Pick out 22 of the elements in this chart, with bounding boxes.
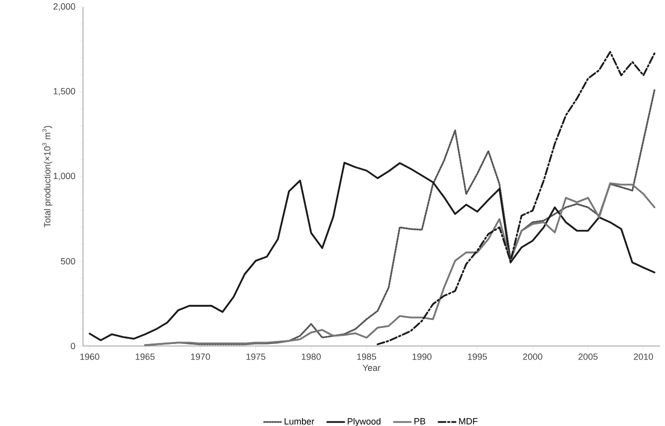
legend-label: Plywood bbox=[348, 418, 380, 426]
x-tick-label: 2005 bbox=[578, 354, 598, 360]
x-axis-title: Year bbox=[362, 364, 380, 371]
x-tick-label: 1975 bbox=[246, 354, 266, 360]
y-tick-label: 1,000 bbox=[54, 172, 76, 180]
y-tick-label: 2,000 bbox=[54, 3, 76, 11]
x-tick-label: 1970 bbox=[191, 354, 210, 360]
y-tick-label: 0 bbox=[70, 342, 76, 350]
x-tick-label: 1990 bbox=[412, 354, 432, 360]
y-tick-label: 1,500 bbox=[54, 88, 76, 96]
x-tick-label: 1985 bbox=[357, 354, 376, 360]
x-tick-label: 2010 bbox=[634, 354, 654, 360]
x-tick-label: 2000 bbox=[523, 354, 542, 360]
legend-label: MDF bbox=[459, 418, 478, 424]
legend-label: Lumber bbox=[284, 418, 314, 425]
x-tick-label: 1980 bbox=[302, 354, 321, 360]
y-tick-label: 500 bbox=[60, 258, 76, 264]
x-tick-label: 1995 bbox=[468, 354, 487, 360]
y-axis-title: Total production(×10$^{3}$ m$^{3}$) bbox=[42, 126, 52, 228]
x-tick-label: 1965 bbox=[136, 354, 155, 360]
x-tick-label: 1960 bbox=[80, 354, 100, 360]
legend-label: PB bbox=[414, 418, 426, 424]
